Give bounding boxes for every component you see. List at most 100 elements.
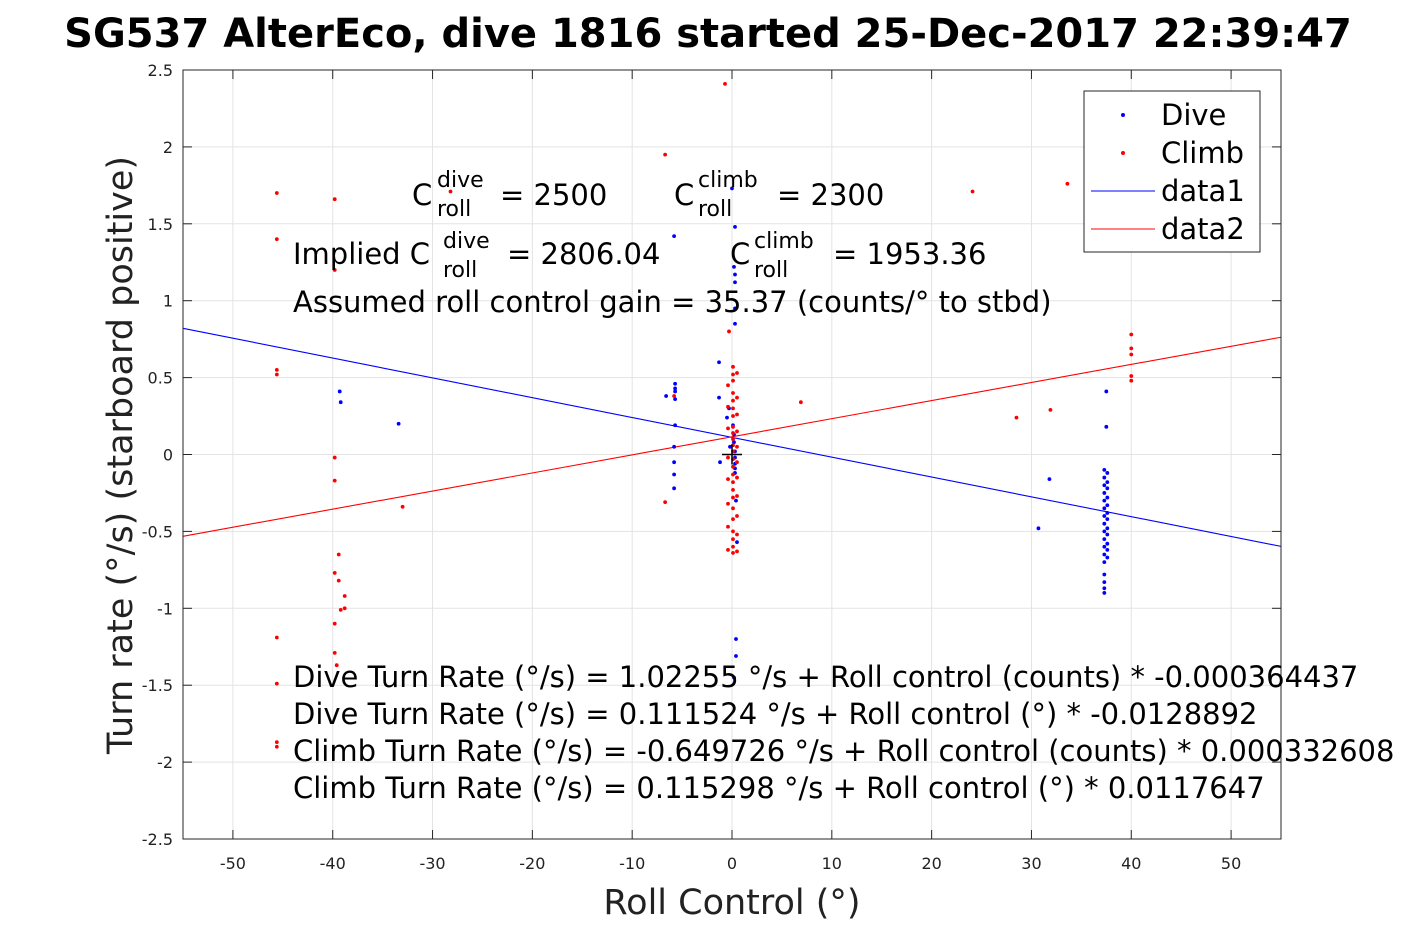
chart-title: SG537 AlterEco, dive 1816 started 25-Dec… (64, 11, 1352, 57)
dive-point (733, 224, 737, 229)
y-axis-label: Turn rate (°/s) (starboard positive) (101, 156, 141, 755)
x-tick-label: -50 (220, 854, 246, 873)
implied-c-roll-climb-annotation: C climb roll = 1953.36 (730, 229, 986, 283)
x-tick-label: -20 (519, 854, 545, 873)
climb-point (342, 594, 347, 598)
dive-point (337, 389, 342, 394)
c-roll-dive-base: C (412, 178, 432, 212)
climb-point (731, 431, 735, 435)
roll-gain-annotation: Assumed roll control gain = 35.37 (count… (293, 285, 1052, 319)
dive-point (717, 395, 721, 400)
implied-c-roll-dive-sub: roll (443, 258, 477, 283)
fit-line-layer (182, 327, 1282, 547)
climb-point (332, 455, 337, 460)
climb-point (336, 552, 341, 557)
climb-point (1014, 415, 1019, 420)
climb-point (970, 189, 975, 194)
legend-entries: Dive Climb data1 data2 (1091, 98, 1245, 246)
legend-label-dive: Dive (1161, 98, 1226, 132)
dive-point (1036, 526, 1041, 531)
y-tick-label: 2 (163, 138, 173, 157)
climb-point (1129, 374, 1134, 378)
dive-point (1105, 555, 1110, 560)
y-tick-label: 1 (163, 292, 173, 311)
climb-point (731, 472, 735, 477)
climb-point (1129, 346, 1134, 351)
dive-point (734, 637, 738, 641)
climb-point (731, 424, 735, 429)
dive-point (338, 400, 343, 405)
y-tick-label: 1.5 (148, 215, 173, 234)
dive-point (1102, 491, 1107, 495)
implied-c-roll-climb-value: = 1953.36 (833, 237, 986, 271)
dive-point (673, 423, 678, 428)
dive-fit-degrees-annotation: Dive Turn Rate (°/s) = 0.111524 °/s + Ro… (293, 697, 1258, 731)
climb-point (731, 378, 735, 383)
y-tick-label: -2 (157, 753, 173, 772)
dive-point (1105, 503, 1110, 508)
legend-swatch-climb (1121, 151, 1125, 155)
climb-point (672, 394, 677, 398)
x-tick-label: 50 (1221, 854, 1241, 873)
climb-point (731, 398, 735, 403)
climb-point (731, 414, 735, 418)
climb-point (338, 607, 343, 612)
climb-point (332, 268, 337, 272)
climb-point (735, 549, 739, 554)
dive-point (672, 472, 677, 477)
climb-point (735, 475, 739, 480)
climb-point (731, 517, 735, 521)
dive-point (672, 234, 677, 239)
dive-point (1102, 537, 1107, 541)
y-tick-label: 2.5 (148, 61, 173, 80)
climb-point (723, 81, 727, 86)
c-roll-dive-sup: dive (437, 168, 484, 193)
dive-point (733, 321, 737, 326)
climb-point (731, 437, 735, 442)
series-line-data2 (182, 336, 1282, 537)
dive-point (1105, 486, 1110, 491)
climb-point (735, 460, 739, 465)
climb-point (663, 152, 668, 157)
dive-point (673, 381, 678, 386)
climb-fit-degrees-annotation: Climb Turn Rate (°/s) = 0.115298 °/s + R… (293, 771, 1265, 805)
dive-point (1105, 495, 1110, 500)
climb-point (1129, 332, 1134, 337)
climb-point (731, 544, 735, 549)
climb-point (1048, 407, 1053, 412)
dive-point (725, 415, 729, 420)
climb-point (274, 635, 279, 640)
dive-fit-counts-annotation: Dive Turn Rate (°/s) = 1.02255 °/s + Rol… (293, 660, 1358, 694)
dive-point (733, 272, 737, 277)
climb-point (735, 494, 739, 498)
dive-point (1102, 552, 1107, 557)
climb-point (727, 329, 731, 334)
x-tick-label: 30 (1021, 854, 1041, 873)
dive-point (1102, 521, 1107, 526)
dive-point (1105, 480, 1110, 485)
dive-point (732, 264, 736, 269)
climb-point (735, 429, 739, 434)
x-tick-labels: -50 -40 -30 -20 -10 0 10 20 30 40 50 (220, 854, 1241, 873)
x-tick-label: 0 (727, 854, 737, 873)
climb-point (332, 621, 337, 626)
dive-point (673, 397, 678, 402)
dive-point (673, 386, 678, 391)
climb-point (1129, 378, 1134, 383)
climb-point (726, 547, 730, 552)
climb-point (448, 189, 453, 194)
y-tick-label: -0.5 (142, 522, 173, 541)
dive-point (1105, 532, 1110, 537)
dive-point (1102, 498, 1107, 503)
dive-point (1047, 477, 1052, 482)
implied-c-roll-climb-base: C (730, 237, 750, 271)
dive-point (735, 540, 739, 545)
dive-point (672, 460, 677, 465)
climb-point (735, 444, 739, 449)
dive-point (730, 186, 734, 191)
climb-point (731, 551, 735, 555)
dive-point (718, 460, 722, 465)
climb-point (336, 578, 341, 583)
dive-point (672, 444, 677, 449)
dive-point (733, 306, 737, 311)
